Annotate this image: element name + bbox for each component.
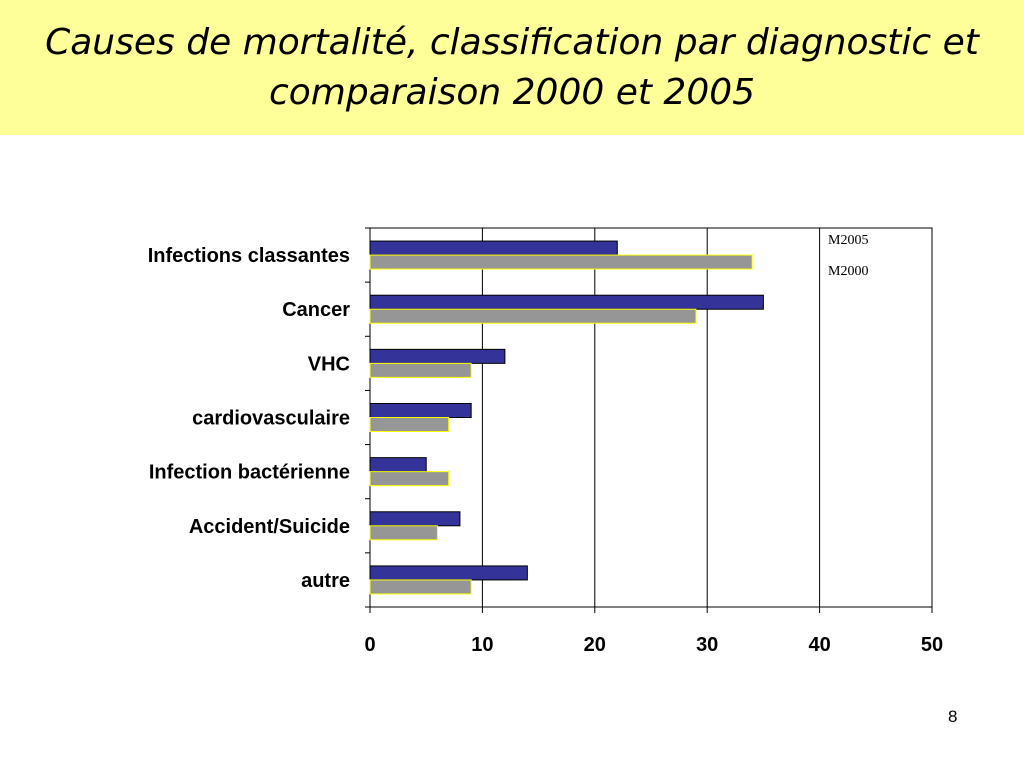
x-tick-label: 10 xyxy=(471,634,493,656)
x-tick-label: 30 xyxy=(696,634,718,656)
bar-m2005 xyxy=(369,348,506,364)
x-tick-label: 20 xyxy=(584,634,606,656)
bar-m2005 xyxy=(369,240,618,256)
bar-m2005 xyxy=(369,511,461,527)
bar-m2005 xyxy=(369,457,427,473)
legend-entry: M2000 xyxy=(828,264,868,279)
bar-m2000 xyxy=(369,471,450,487)
bar-m2000 xyxy=(369,362,472,378)
category-label: Cancer xyxy=(282,299,350,321)
bar-m2005 xyxy=(369,403,472,418)
bar-m2000 xyxy=(369,579,472,595)
bar-m2000 xyxy=(369,308,697,324)
category-label: VHC xyxy=(308,353,350,375)
bar-m2005 xyxy=(369,294,764,310)
category-label: Infections classantes xyxy=(148,245,350,267)
category-label: Accident/Suicide xyxy=(189,516,350,538)
category-label: autre xyxy=(301,570,350,592)
category-label: Infection bactérienne xyxy=(149,462,350,484)
x-tick-label: 40 xyxy=(808,634,830,656)
legend-entry: M2005 xyxy=(828,233,868,248)
x-tick-label: 0 xyxy=(364,634,375,656)
x-tick-label: 50 xyxy=(921,634,943,656)
category-label: cardiovasculaire xyxy=(192,408,350,430)
bar-m2000 xyxy=(369,254,753,270)
bar-m2005 xyxy=(369,565,528,581)
page-number: 8 xyxy=(948,707,958,726)
slide-title: Causes de mortalité, classification par … xyxy=(45,22,979,113)
bar-m2000 xyxy=(369,417,450,432)
bar-m2000 xyxy=(369,525,438,541)
title-band: Causes de mortalité, classification par … xyxy=(0,0,1024,135)
